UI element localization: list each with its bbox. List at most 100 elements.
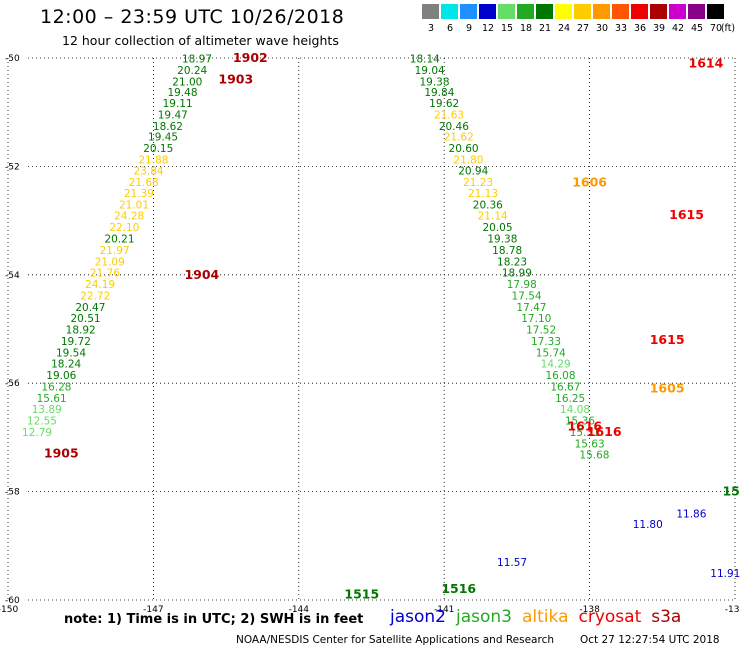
footer-timestamp: Oct 27 12:27:54 UTC 2018 bbox=[580, 634, 720, 646]
wave-height-value: 11.91 bbox=[710, 568, 740, 580]
wave-height-value: 21.01 bbox=[119, 199, 149, 211]
satellite-name: cryosat bbox=[578, 607, 642, 627]
legend-label: 12 bbox=[481, 23, 495, 34]
legend-swatch bbox=[631, 4, 648, 19]
legend-swatch bbox=[498, 4, 515, 19]
legend-swatch bbox=[517, 4, 534, 19]
wave-height-value: 21.00 bbox=[172, 76, 202, 88]
wave-height-value: 21.68 bbox=[129, 177, 159, 189]
legend-swatch bbox=[574, 4, 591, 19]
wave-height-value: 22.72 bbox=[80, 290, 110, 302]
wave-height-value: 17.52 bbox=[526, 325, 556, 337]
wave-height-value: 20.15 bbox=[143, 143, 173, 155]
lat-tick-label: -52 bbox=[5, 162, 20, 172]
wave-height-value: 19.06 bbox=[46, 370, 76, 382]
wave-height-value: 20.05 bbox=[482, 222, 512, 234]
legend-label: 45 bbox=[690, 23, 704, 34]
pass-time-label: 1606 bbox=[572, 175, 607, 190]
wave-height-value: 21.63 bbox=[434, 109, 464, 121]
pass-time-label: 1902 bbox=[233, 50, 268, 65]
pass-time-label: 1516 bbox=[441, 581, 476, 596]
legend-label: 39 bbox=[652, 23, 666, 34]
page-subtitle: 12 hour collection of altimeter wave hei… bbox=[62, 33, 339, 48]
wave-height-value: 11.86 bbox=[676, 508, 706, 520]
wave-height-value: 18.99 bbox=[502, 268, 532, 280]
legend-label: 33 bbox=[614, 23, 628, 34]
wave-height-value: 19.84 bbox=[424, 87, 454, 99]
wave-height-value: 21.80 bbox=[453, 154, 483, 166]
wave-height-value: 19.54 bbox=[56, 347, 86, 359]
wave-height-value: 20.21 bbox=[104, 233, 134, 245]
wave-height-value: 20.60 bbox=[449, 143, 479, 155]
lon-tick-label: -150 bbox=[0, 605, 18, 615]
wave-height-value: 21.88 bbox=[138, 154, 168, 166]
wave-height-value: 20.24 bbox=[177, 65, 207, 77]
lon-tick-label: -135 bbox=[725, 605, 740, 615]
wave-height-value: 16.28 bbox=[41, 381, 71, 393]
wave-height-value: 20.51 bbox=[71, 313, 101, 325]
legend-label: 6 bbox=[446, 23, 454, 34]
legend-swatch bbox=[707, 4, 724, 19]
wave-height-value: 15.68 bbox=[579, 450, 609, 462]
wave-height-value: 18.14 bbox=[410, 54, 440, 66]
legend-swatch bbox=[422, 4, 439, 19]
wave-height-value: 18.78 bbox=[492, 245, 522, 257]
page-title: 12:00 – 23:59 UTC 10/26/2018 bbox=[40, 6, 345, 28]
pass-time-label: 1904 bbox=[184, 267, 219, 282]
wave-height-value: 15.36 bbox=[565, 416, 595, 428]
legend-label: 9 bbox=[465, 23, 473, 34]
lat-tick-label: -58 bbox=[5, 488, 20, 498]
pass-time-label: 1616 bbox=[587, 424, 622, 439]
legend-swatch bbox=[688, 4, 705, 19]
map-marks: 18.9720.2421.0019.4819.1119.4718.6219.45… bbox=[22, 50, 740, 602]
wave-height-value: 19.48 bbox=[167, 87, 197, 99]
legend-label: 42 bbox=[671, 23, 685, 34]
pass-time-label: 1615 bbox=[669, 207, 704, 222]
wave-height-value: 19.38 bbox=[419, 76, 449, 88]
wave-height-value: 16.25 bbox=[555, 393, 585, 405]
wave-height-value: 19.45 bbox=[148, 132, 178, 144]
wave-height-value: 21.97 bbox=[100, 245, 130, 257]
map-grid bbox=[7, 57, 736, 601]
wave-height-value: 21.23 bbox=[463, 177, 493, 189]
wave-height-value: 21.13 bbox=[468, 188, 498, 200]
wave-height-value: 14.08 bbox=[560, 404, 590, 416]
pass-time-label: 1615 bbox=[650, 332, 685, 347]
wave-height-value: 18.97 bbox=[182, 54, 212, 66]
wave-height-value: 17.33 bbox=[531, 336, 561, 348]
lat-tick-label: -56 bbox=[5, 379, 20, 389]
legend-swatch bbox=[460, 4, 477, 19]
wave-height-value: 20.47 bbox=[75, 302, 105, 314]
map-axes: -150 -147 -144 -141 -138 -135 -50 -52 -54 -56 -58 -… bbox=[0, 54, 740, 615]
satellite-name: s3a bbox=[651, 607, 682, 627]
wave-height-value: 24.28 bbox=[114, 211, 144, 223]
wave-height-value: 17.47 bbox=[516, 302, 546, 314]
wave-height-value: 12.55 bbox=[27, 416, 57, 428]
wave-height-value: 22.10 bbox=[109, 222, 139, 234]
legend-swatch bbox=[650, 4, 667, 19]
legend-swatch bbox=[441, 4, 458, 19]
wave-height-value: 20.36 bbox=[473, 199, 503, 211]
legend-swatch bbox=[555, 4, 572, 19]
legend-unit: (ft) bbox=[720, 23, 736, 34]
wave-height-value: 21.76 bbox=[90, 268, 120, 280]
lat-tick-label: -54 bbox=[5, 271, 20, 281]
wave-height-value: 18.23 bbox=[497, 256, 527, 268]
wave-height-value: 16.08 bbox=[545, 370, 575, 382]
wave-height-value: 17.54 bbox=[512, 290, 542, 302]
pass-time-label: 1614 bbox=[689, 55, 724, 70]
wave-height-value: 19.47 bbox=[158, 109, 188, 121]
wave-height-value: 19.38 bbox=[487, 233, 517, 245]
wave-height-value: 15.31 bbox=[570, 427, 600, 439]
wave-height-value: 17.98 bbox=[507, 279, 537, 291]
legend-swatch bbox=[479, 4, 496, 19]
legend-label: 18 bbox=[519, 23, 533, 34]
wave-height-value: 18.24 bbox=[51, 359, 81, 371]
wave-height-value: 21.09 bbox=[95, 256, 125, 268]
legend-label: 21 bbox=[538, 23, 552, 34]
wave-height-value: 19.11 bbox=[163, 98, 193, 110]
pass-time-label: 1515 bbox=[344, 587, 379, 602]
wave-height-value: 19.62 bbox=[429, 98, 459, 110]
lon-tick-label: -141 bbox=[434, 605, 454, 615]
legend-label: 30 bbox=[595, 23, 609, 34]
